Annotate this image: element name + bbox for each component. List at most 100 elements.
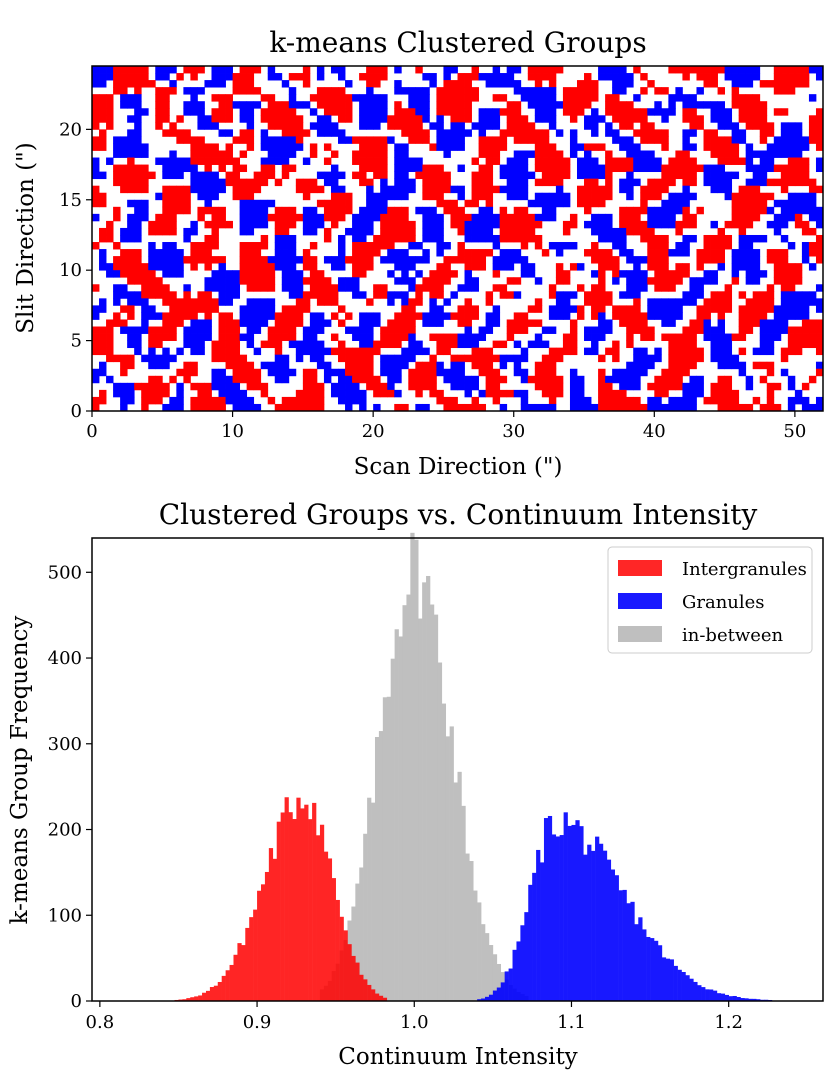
heatmap-cell [253, 403, 262, 412]
heatmap-cell [457, 115, 465, 123]
heatmap-cell [717, 326, 725, 334]
heatmap-cell [429, 234, 437, 243]
histogram-bar [646, 936, 651, 1001]
heatmap-cell [162, 206, 170, 215]
heatmap-cell [619, 382, 627, 391]
heatmap-cell [598, 333, 606, 341]
histogram-bar [701, 987, 706, 1001]
heatmap-cell [359, 164, 367, 173]
heatmap-cell [675, 277, 683, 285]
heatmap-cell [794, 340, 803, 349]
heatmap-cell [619, 66, 627, 74]
heatmap-cell [471, 220, 479, 229]
heatmap-cell [689, 326, 697, 334]
heatmap-cell [527, 94, 536, 102]
heatmap-cell [759, 136, 768, 144]
heatmap-cell [443, 368, 451, 377]
heatmap-cell [176, 270, 184, 278]
heatmap-cell [605, 192, 613, 201]
heatmap-cell [218, 263, 226, 271]
heatmap-cell [499, 291, 508, 299]
histogram-bar [453, 782, 458, 1001]
heatmap-cell [359, 354, 367, 363]
heatmap-cell [316, 199, 325, 208]
heatmap-cell [626, 171, 634, 180]
heatmap-cell [485, 347, 494, 356]
heatmap-cell [478, 122, 487, 130]
heatmap-cell [654, 87, 662, 95]
heatmap-cell [745, 206, 754, 215]
heatmap-cell [309, 382, 318, 391]
heatmap-cell [302, 185, 311, 194]
heatmap-cell [619, 389, 627, 398]
heatmap-cell [717, 403, 725, 412]
heatmap-cell [689, 403, 697, 412]
heatmap-cell [295, 213, 304, 222]
heatmap-cell [485, 326, 494, 334]
heatmap-cell [366, 220, 374, 229]
heatmap-cell [408, 242, 416, 250]
heatmap-cell [752, 150, 761, 158]
heatmap-cell [359, 150, 367, 158]
heatmap-cell [99, 326, 107, 334]
heatmap-cell [562, 87, 571, 95]
heatmap-cell [387, 389, 395, 398]
heatmap-cell [478, 234, 487, 243]
heatmap-cell [619, 396, 627, 405]
heatmap-cell [738, 185, 747, 194]
heatmap-cell [246, 101, 255, 109]
heatmap-cell [302, 192, 311, 201]
heatmap-cell [541, 115, 550, 123]
heatmap-cell [162, 87, 170, 95]
heatmap-cell [485, 108, 494, 116]
heatmap-cell [661, 185, 669, 194]
heatmap-cell [738, 291, 747, 299]
heatmap-cell [281, 368, 290, 377]
heatmap-cell [253, 206, 262, 215]
heatmap-cell [106, 333, 114, 341]
heatmap-cell [211, 150, 219, 158]
heatmap-cell [724, 298, 733, 306]
heatmap-cell [113, 354, 121, 363]
heatmap-cell [485, 171, 494, 180]
heatmap-cell [169, 150, 177, 158]
heatmap-cell [787, 396, 796, 405]
heatmap-cell [380, 368, 388, 377]
heatmap-cell [436, 347, 444, 356]
heatmap-cell [127, 396, 135, 405]
heatmap-cell [190, 150, 198, 158]
heatmap-cell [359, 115, 367, 123]
heatmap-cell [808, 178, 817, 187]
heatmap-cell [675, 375, 683, 384]
heatmap-cell [113, 164, 121, 173]
heatmap-cell [584, 291, 592, 299]
heatmap-cell [457, 403, 465, 412]
heatmap-cell [548, 291, 557, 299]
heatmap-cell [626, 340, 634, 349]
heatmap-cell [394, 206, 402, 215]
heatmap-cell [260, 213, 269, 222]
heatmap-cell [661, 403, 669, 412]
heatmap-cell [724, 389, 733, 398]
heatmap-cell [780, 319, 789, 327]
heatmap-cell [415, 382, 423, 391]
heatmap-cell [246, 136, 255, 144]
heatmap-cell [246, 87, 255, 95]
heatmap-cell [471, 396, 479, 405]
heatmap-cell [260, 178, 269, 187]
heatmap-cell [710, 150, 718, 158]
heatmap-cell [267, 263, 276, 271]
heatmap-cell [323, 108, 332, 116]
heatmap-cell [162, 361, 170, 370]
heatmap-cell [176, 382, 184, 391]
heatmap-cell [569, 368, 578, 377]
heatmap-cell [675, 312, 683, 320]
heatmap-cell [689, 361, 697, 370]
heatmap-cell [773, 277, 782, 285]
heatmap-cell [562, 298, 571, 306]
histogram-bar [367, 984, 372, 1001]
heatmap-cell [710, 326, 718, 334]
heatmap-cell [527, 136, 536, 144]
heatmap-cell [640, 354, 648, 363]
heatmap-cell [640, 199, 648, 208]
